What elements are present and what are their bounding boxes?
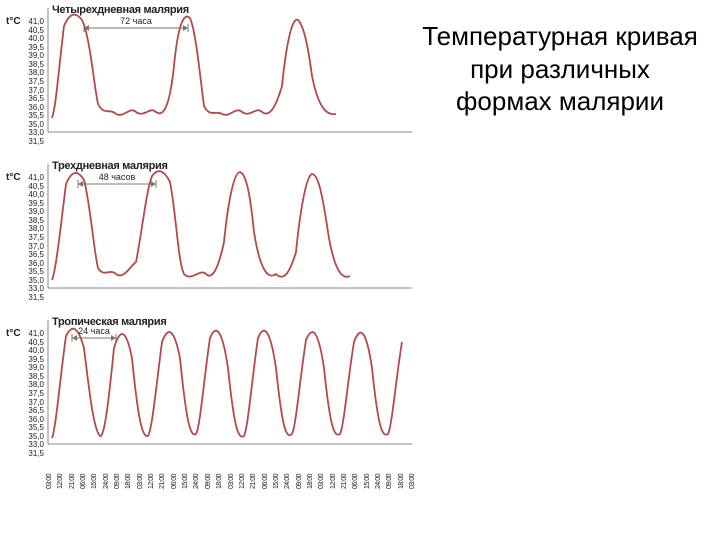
chart-panel-tropical: Тропическая малярия t°C 41,040,540,039,5… [10,318,420,468]
y-ticks: 41,040,540,039,539,038,538,037,537,036,5… [26,174,44,298]
panel-title: Четырехдневная малярия [52,4,189,16]
figure-title: Температурная кривая при различных форма… [420,20,700,118]
y-unit-label: t°C [6,172,21,183]
panel-title: Трехдневная малярия [52,160,168,172]
interval-label: 48 часов [99,172,136,182]
chart-panel-quartan: Четырехдневная малярия t°C 41,040,540,03… [10,6,420,156]
chart-svg: 48 часов [46,162,416,292]
y-unit-label: t°C [6,328,21,339]
chart-svg: 72 часа [46,6,416,136]
charts-column: Четырехдневная малярия t°C 41,040,540,03… [10,6,420,489]
chart-panel-tertian: Трехдневная малярия t°C 41,040,540,039,5… [10,162,420,312]
y-unit-label: t°C [6,16,21,27]
y-ticks: 41,040,540,039,539,038,538,037,537,036,5… [26,330,44,454]
panel-title: Тропическая малярия [52,316,166,328]
y-ticks: 41,040,540,039,539,038,538,037,537,036,5… [26,18,44,142]
interval-label: 72 часа [120,16,152,26]
x-ticks: 03:0012:0021:0006:0015:0024:0009:0018:00… [46,474,416,489]
page: Температурная кривая при различных форма… [0,0,720,540]
chart-svg: 24 часа [46,318,416,448]
